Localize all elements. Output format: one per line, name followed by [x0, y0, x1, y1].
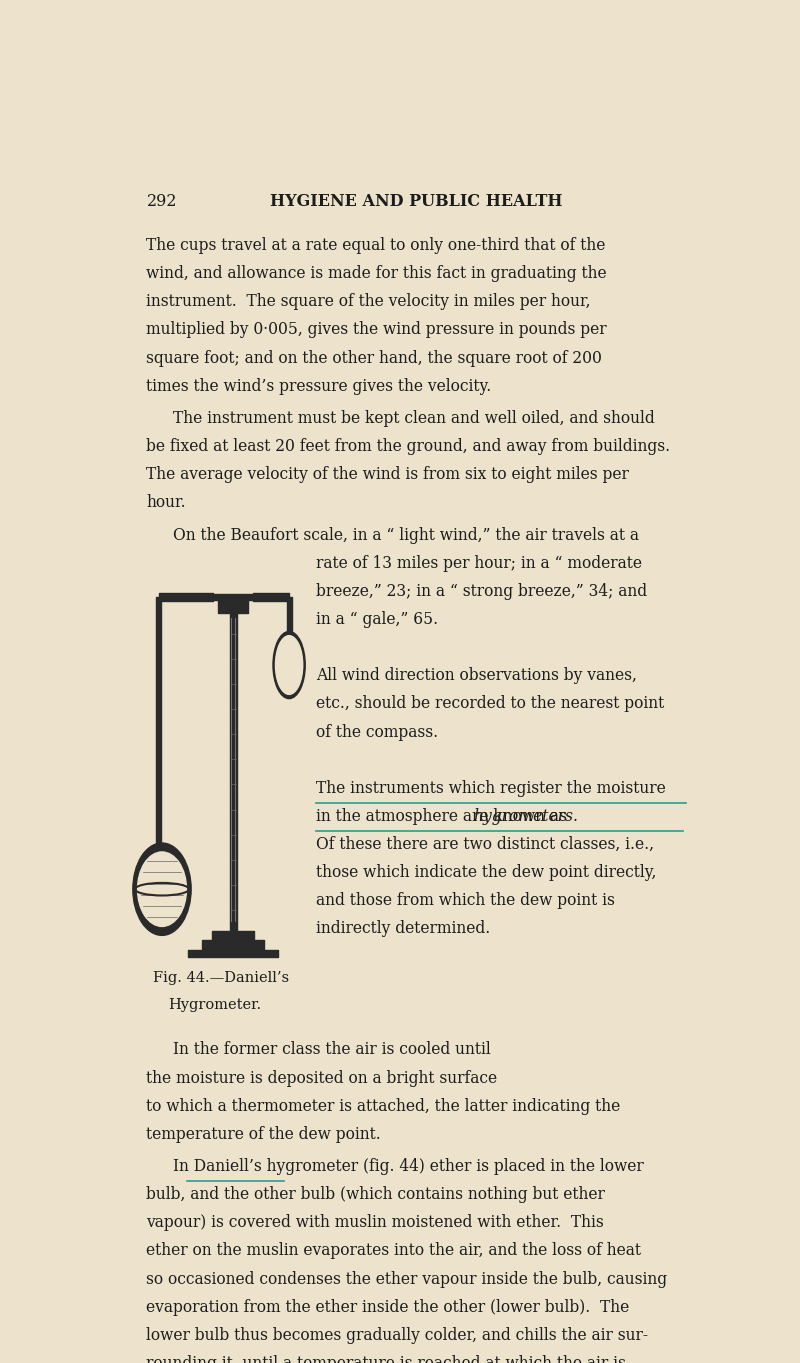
Text: so occasioned condenses the ether vapour inside the bulb, causing: so occasioned condenses the ether vapour… — [146, 1270, 668, 1288]
Text: instrument.  The square of the velocity in miles per hour,: instrument. The square of the velocity i… — [146, 293, 591, 311]
Text: hygrometers.: hygrometers. — [474, 808, 578, 825]
Text: 292: 292 — [146, 194, 177, 210]
Text: HYGIENE AND PUBLIC HEALTH: HYGIENE AND PUBLIC HEALTH — [270, 194, 562, 210]
Text: In Daniell’s hygrometer (fig. 44) ether is placed in the lower: In Daniell’s hygrometer (fig. 44) ether … — [173, 1159, 644, 1175]
Text: On the Beaufort scale, in a “ light wind,” the air travels at a: On the Beaufort scale, in a “ light wind… — [173, 526, 639, 544]
Text: Fig. 44.—Daniell’s: Fig. 44.—Daniell’s — [153, 970, 289, 985]
Text: ether on the muslin evaporates into the air, and the loss of heat: ether on the muslin evaporates into the … — [146, 1243, 642, 1259]
Text: and those from which the dew point is: and those from which the dew point is — [316, 893, 614, 909]
Text: multiplied by 0·005, gives the wind pressure in pounds per: multiplied by 0·005, gives the wind pres… — [146, 322, 607, 338]
Text: rate of 13 miles per hour; in a “ moderate: rate of 13 miles per hour; in a “ modera… — [316, 555, 642, 572]
Text: temperature of the dew point.: temperature of the dew point. — [146, 1126, 382, 1142]
Text: wind, and allowance is made for this fact in graduating the: wind, and allowance is made for this fac… — [146, 266, 607, 282]
Text: times the wind’s pressure gives the velocity.: times the wind’s pressure gives the velo… — [146, 378, 492, 395]
Text: those which indicate the dew point directly,: those which indicate the dew point direc… — [316, 864, 656, 882]
Text: square foot; and on the other hand, the square root of 200: square foot; and on the other hand, the … — [146, 349, 602, 367]
Text: of the compass.: of the compass. — [316, 724, 438, 740]
Ellipse shape — [138, 852, 186, 927]
Text: In the former class the air is cooled until: In the former class the air is cooled un… — [173, 1041, 491, 1059]
Text: vapour) is covered with muslin moistened with ether.  This: vapour) is covered with muslin moistened… — [146, 1214, 604, 1231]
Text: The cups travel at a rate equal to only one-third that of the: The cups travel at a rate equal to only … — [146, 237, 606, 254]
Text: etc., should be recorded to the nearest point: etc., should be recorded to the nearest … — [316, 695, 664, 713]
Text: breeze,” 23; in a “ strong breeze,” 34; and: breeze,” 23; in a “ strong breeze,” 34; … — [316, 583, 647, 600]
Text: hour.: hour. — [146, 495, 186, 511]
Text: indirectly determined.: indirectly determined. — [316, 920, 490, 938]
Text: to which a thermometer is attached, the latter indicating the: to which a thermometer is attached, the … — [146, 1097, 621, 1115]
Text: The instrument must be kept clean and well oiled, and should: The instrument must be kept clean and we… — [173, 410, 655, 427]
Text: the moisture is deposited on a bright surface: the moisture is deposited on a bright su… — [146, 1070, 498, 1086]
Text: All wind direction observations by vanes,: All wind direction observations by vanes… — [316, 668, 637, 684]
Text: in the atmosphere are known as: in the atmosphere are known as — [316, 808, 571, 825]
Text: evaporation from the ether inside the other (lower bulb).  The: evaporation from the ether inside the ot… — [146, 1299, 630, 1315]
Text: Of these there are two distinct classes, i.e.,: Of these there are two distinct classes,… — [316, 836, 654, 853]
Text: in a “ gale,” 65.: in a “ gale,” 65. — [316, 611, 438, 628]
Text: Hygrometer.: Hygrometer. — [168, 998, 262, 1011]
Text: The average velocity of the wind is from six to eight miles per: The average velocity of the wind is from… — [146, 466, 630, 484]
Ellipse shape — [275, 635, 302, 694]
Ellipse shape — [133, 842, 191, 935]
Text: lower bulb thus becomes gradually colder, and chills the air sur-: lower bulb thus becomes gradually colder… — [146, 1326, 649, 1344]
Ellipse shape — [273, 631, 306, 699]
Text: rounding it, until a temperature is reached at which the air is: rounding it, until a temperature is reac… — [146, 1355, 626, 1363]
Text: bulb, and the other bulb (which contains nothing but ether: bulb, and the other bulb (which contains… — [146, 1186, 606, 1204]
Text: The instruments which register the moisture: The instruments which register the moist… — [316, 780, 666, 797]
Text: be fixed at least 20 feet from the ground, and away from buildings.: be fixed at least 20 feet from the groun… — [146, 438, 670, 455]
